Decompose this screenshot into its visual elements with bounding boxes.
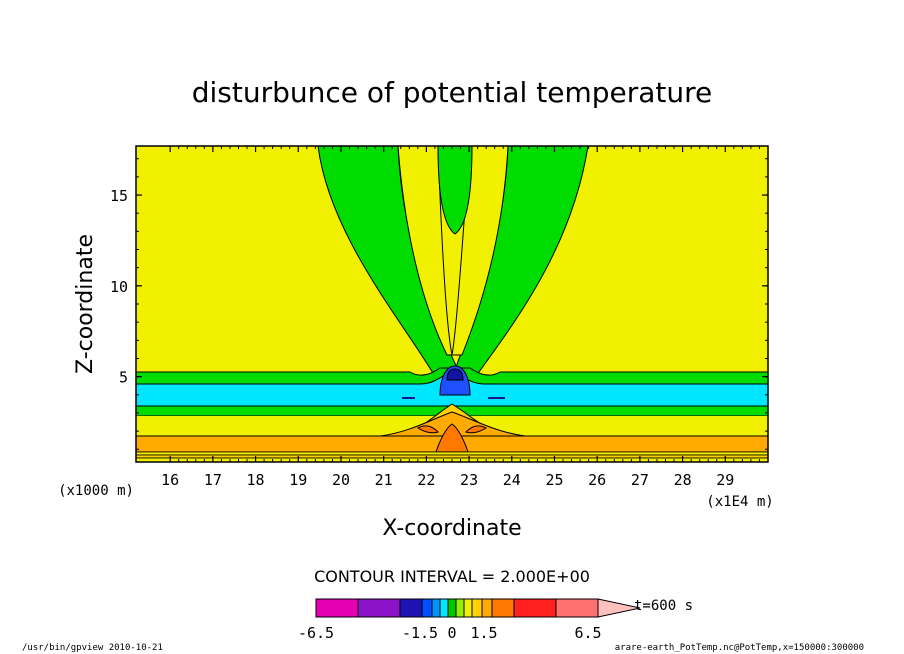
- y-unit-label: (x1000 m): [58, 483, 134, 499]
- colorbar-swatch: [447, 598, 457, 618]
- colorbar-swatch: [491, 598, 515, 618]
- y-tick-label: 10: [110, 278, 128, 296]
- x-tick-label: 22: [417, 471, 435, 489]
- colorbar-swatch: [471, 598, 483, 618]
- colorbar-label: 1.5: [470, 624, 497, 642]
- y-axis: 5 10 15: [110, 158, 768, 450]
- footer-left: /usr/bin/gpview 2010-10-21: [22, 643, 163, 653]
- colorbar-swatch: [481, 598, 493, 618]
- x-tick-label: 29: [716, 471, 734, 489]
- colorbar-label: 6.5: [574, 624, 601, 642]
- x-tick-label: 18: [247, 471, 265, 489]
- x-tick-label: 19: [289, 471, 307, 489]
- bottom-band-1: [136, 451, 768, 456]
- x-tick-label: 20: [332, 471, 350, 489]
- colorbar-label: -1.5: [402, 624, 438, 642]
- colorbar-swatch: [421, 598, 433, 618]
- dark-orange-lobe-left: [417, 425, 439, 434]
- x-tick-label: 23: [460, 471, 478, 489]
- x-tick-label: 16: [161, 471, 179, 489]
- x-tick-label: 17: [204, 471, 222, 489]
- x-unit-label: (x1E4 m): [706, 494, 773, 510]
- y-axis-label: Z-coordinate: [73, 234, 98, 374]
- x-tick-label: 27: [631, 471, 649, 489]
- center-finger: [437, 146, 473, 235]
- colorbar-label: -6.5: [298, 624, 334, 642]
- contour-interval: CONTOUR INTERVAL = 2.000E+00: [314, 567, 590, 586]
- chart-title: disturbunce of potential temperature: [192, 76, 713, 109]
- navy-core: [446, 368, 464, 381]
- x-axis-label: X-coordinate: [382, 516, 521, 541]
- dark-orange-lobe-right: [465, 425, 487, 434]
- colorbar-label: 0: [447, 624, 456, 642]
- contour-fill: [136, 146, 768, 462]
- colorbar-swatch: [463, 598, 473, 618]
- dark-orange-core: [435, 423, 469, 453]
- y-tick-label: 5: [119, 369, 128, 387]
- x-tick-label: 28: [674, 471, 692, 489]
- colorbar-swatch: [431, 598, 441, 618]
- x-tick-label: 21: [375, 471, 393, 489]
- colorbar: -6.5 -1.5 0 1.5 6.5: [298, 598, 641, 642]
- bottom-band-2: [136, 454, 768, 459]
- colorbar-swatch: [357, 598, 401, 618]
- colorbar-swatch: [439, 598, 449, 618]
- x-tick-label: 26: [588, 471, 606, 489]
- x-tick-label: 24: [503, 471, 521, 489]
- footer-right: arare-earth_PotTemp.nc@PotTemp,x=150000:…: [615, 643, 864, 653]
- colorbar-swatch: [399, 598, 423, 618]
- inner-v: [397, 146, 509, 356]
- colorbar-swatch: [315, 598, 359, 618]
- colorbar-swatch: [555, 598, 599, 618]
- x-axis: 16 17 18 19 20 21 22 23 24 25 26 27 28 29: [161, 146, 760, 489]
- y-tick-label: 15: [110, 187, 128, 205]
- time-label: t=600 s: [634, 598, 693, 614]
- x-tick-label: 25: [545, 471, 563, 489]
- colorbar-arrow: [597, 598, 641, 618]
- colorbar-swatch: [513, 598, 557, 618]
- colorbar-swatch: [455, 598, 465, 618]
